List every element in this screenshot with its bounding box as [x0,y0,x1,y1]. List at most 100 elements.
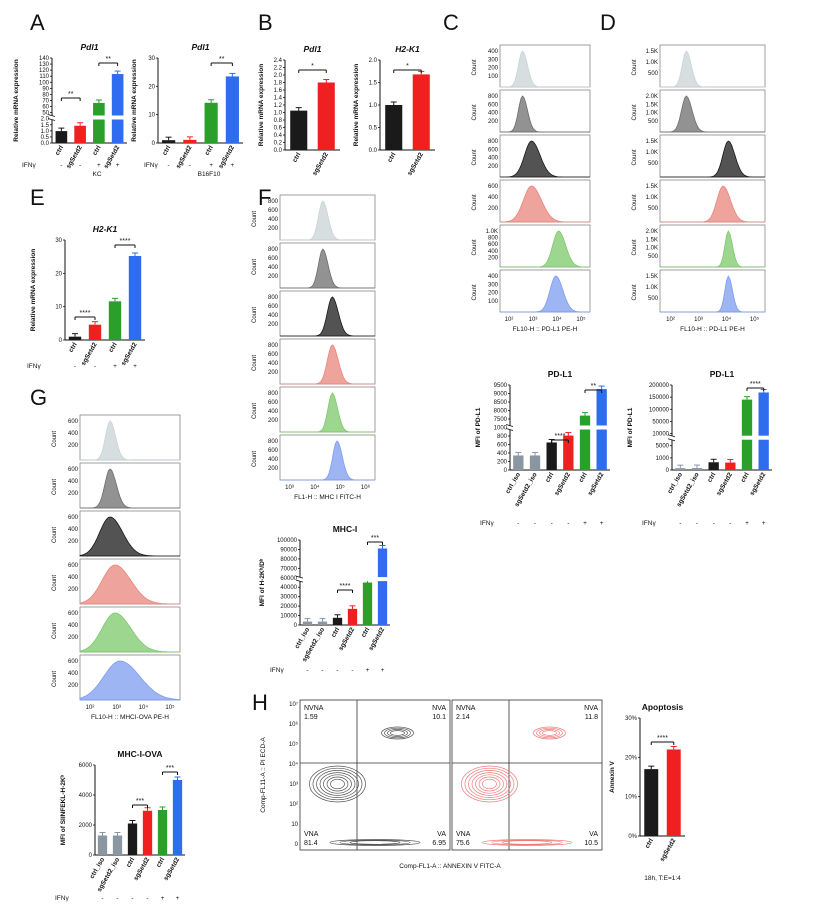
histogram-curve [660,50,765,88]
x-axis-label: FL10-H :: PD-L1 PE-H [680,326,745,333]
bar-chart-e [63,239,145,341]
axis-break-mark [295,579,304,583]
bar-ctrl [162,140,176,143]
histogram-frame [79,462,181,509]
x-tick-label: 10⁴ [139,704,149,711]
histogram-tick-label: 1.5K [646,274,658,280]
histogram-frame [659,269,766,313]
bar-sgsetd2 [596,389,607,470]
histogram-tick-label: 500 [648,254,659,260]
flow-stack-g [79,414,181,701]
histogram-curve [280,200,375,241]
y-tick-label: 100 [39,80,50,86]
panel-label-g: G [30,385,47,410]
histogram-y-label: Count [52,575,58,591]
x-tick-label: 10² [505,317,514,323]
y-axis-label: MFI of PD-L1 [475,407,482,447]
quadrant-value: 1.59 [304,714,318,721]
ifng-label: IFNγ [642,520,656,527]
y-tick-label: 6000 [79,763,93,769]
histogram-y-label: Count [632,59,638,75]
histogram-tick-label: 400 [488,249,499,255]
histogram-tick-label: 100 [488,299,499,305]
y-tick-label: 20000 [280,604,297,610]
histogram-tick-label: 800 [268,199,279,205]
x-tick-label: 10⁶ [361,484,371,491]
histogram-tick-label: 200 [488,164,499,170]
chart-title: Pdl1 [81,42,99,52]
y-tick-label: 1.8 [274,81,283,87]
histogram-tick-label: 400 [488,156,499,162]
bar-sgsetd2 [758,392,769,470]
y-tick-label: 10% [625,795,638,801]
y-tick-label: 4000 [79,793,93,799]
histogram-curve [500,275,590,313]
axis-break [669,435,772,440]
bar-chart-d [667,384,772,471]
histogram-frame [659,224,766,268]
quadrant-value: 11.8 [585,714,598,721]
bar-sgsetd2 [142,810,153,855]
ifng-sign: - [534,520,536,527]
x-tick-label: 10² [86,705,95,711]
bar-ctrl [93,102,105,143]
ifng-sign: - [713,520,715,527]
histogram-y-label: Count [252,451,258,467]
histogram-tick-label: 400 [68,431,79,437]
y-tick-label: 30% [625,716,638,722]
y-tick-label: 0.8 [274,118,283,124]
y-tick-label: 20 [55,271,62,277]
contour-frame [299,699,451,851]
ifng-label: IFNγ [22,162,36,169]
histogram-tick-label: 1.0K [646,246,658,252]
contour-plot-right [451,699,603,851]
bar-chart-a2 [156,57,243,144]
ifng-sign: + [762,520,766,527]
contour-ring [316,770,359,798]
y-tick-label: 0 [152,141,156,147]
h-y-tick: 10² [289,802,298,808]
axis-break [507,425,610,430]
histogram-tick-label: 400 [488,274,499,280]
ifng-sign: + [161,895,165,902]
category-label: ctrl [155,856,166,868]
y-tick-label: 1.4 [274,96,283,102]
histogram-y-label: Count [632,194,638,210]
y-tick-label: 7500 [494,417,508,423]
contour-ring [501,840,553,845]
ifng-sign: + [113,363,117,370]
x-tick-label: 10³ [694,317,703,323]
y-tick-label: 2.4 [274,58,283,64]
histogram-frame [499,224,591,268]
y-tick-label: 30 [148,56,155,62]
histogram-tick-label: 600 [268,448,279,454]
histogram-tick-label: 800 [268,247,279,253]
ifng-sign: + [366,667,370,674]
histogram-frame [79,414,181,461]
ifng-sign: - [74,363,76,370]
quadrant-label: VNA [304,831,319,838]
y-tick-label: 0.5 [41,135,50,141]
contour-ring [536,727,563,739]
ifng-sign: + [97,162,101,169]
ifng-sign: - [517,520,519,527]
panel-label-c: C [443,10,459,35]
contour-ring [309,765,366,803]
histogram-tick-label: 200 [488,291,499,297]
ifng-sign: + [230,162,234,169]
histogram-tick-label: 1.5K [646,49,658,55]
ifng-sign: - [551,520,553,527]
quadrant-value: 75.6 [456,840,470,847]
contour-ring [384,727,411,739]
histogram-tick-label: 600 [68,515,79,521]
h-y-tick: 10⁶ [289,721,299,728]
ifng-sign: - [336,667,338,674]
bar-ctrl-iso [513,455,524,470]
contour-ring [319,772,356,796]
category-label: ctrl [330,626,341,638]
contour-ring [542,730,557,736]
panel-label-a: A [30,10,45,35]
y-tick-label: 1.2 [274,103,283,109]
bar-sgsetd2 [172,780,183,855]
histogram-tick-label: 600 [268,352,279,358]
